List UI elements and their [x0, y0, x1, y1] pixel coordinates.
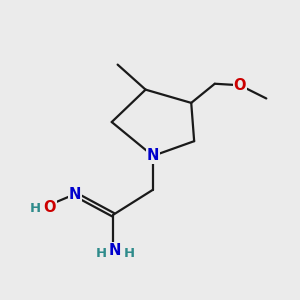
Text: H: H: [96, 247, 107, 260]
Text: N: N: [109, 243, 121, 258]
Text: N: N: [69, 187, 81, 202]
Text: H: H: [30, 202, 41, 215]
Text: O: O: [44, 200, 56, 215]
Text: O: O: [234, 78, 246, 93]
Text: H: H: [124, 247, 135, 260]
Text: N: N: [147, 148, 159, 164]
